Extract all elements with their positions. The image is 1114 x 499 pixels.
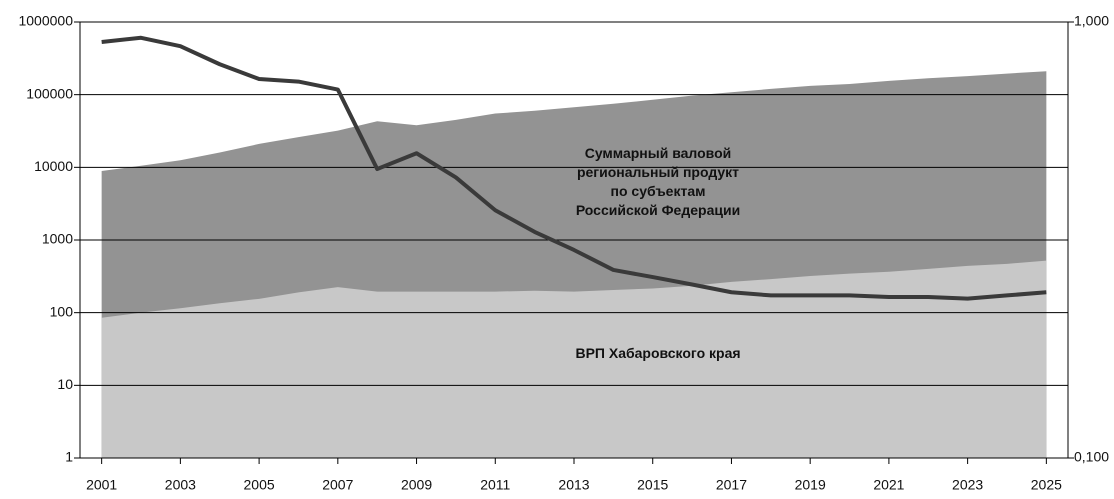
y-tick-label: 100000 — [26, 85, 73, 101]
x-tick-label: 2001 — [86, 477, 117, 493]
y-tick-label: 1000000 — [18, 13, 73, 29]
y2-tick-label: 0,100 — [1074, 449, 1109, 465]
x-tick-label: 2021 — [873, 477, 904, 493]
x-tick-label: 2011 — [480, 477, 510, 493]
x-tick-label: 2015 — [637, 477, 668, 493]
x-tick-label: 2019 — [795, 477, 826, 493]
x-tick-label: 2009 — [401, 477, 432, 493]
y-tick-label: 10000 — [34, 158, 73, 174]
x-tick-label: 2025 — [1031, 477, 1062, 493]
y2-tick-label: 1,000 — [1074, 13, 1109, 29]
area-label: ВРП Хабаровского края — [575, 345, 741, 361]
x-tick-label: 2013 — [558, 477, 589, 493]
y-tick-label: 100 — [50, 303, 74, 319]
area — [101, 260, 1047, 458]
x-tick-label: 2017 — [716, 477, 747, 493]
x-tick-label: 2005 — [244, 477, 275, 493]
y-tick-label: 10 — [57, 376, 73, 392]
y-tick-label: 1000 — [42, 231, 73, 247]
area-label: Суммарный валовой региональный продукт п… — [575, 145, 741, 218]
x-tick-label: 2003 — [165, 477, 196, 493]
line — [101, 35, 1047, 301]
x-tick-label: 2023 — [952, 477, 983, 493]
y-tick-label: 1 — [65, 449, 73, 465]
x-tick-label: 2007 — [322, 477, 353, 493]
